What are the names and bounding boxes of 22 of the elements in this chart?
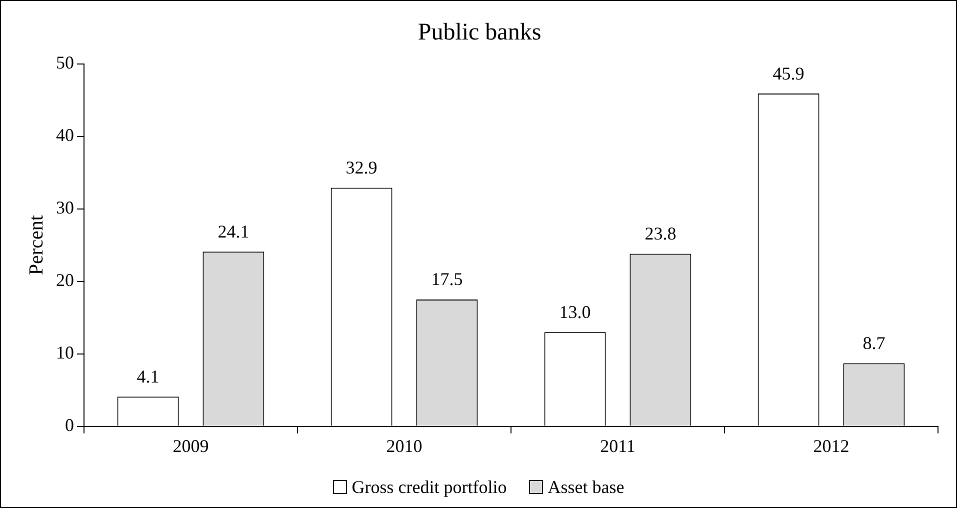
y-tick-label: 50 — [56, 52, 74, 73]
x-tick-label: 2010 — [386, 436, 422, 456]
data-label: 13.0 — [559, 302, 591, 322]
text: Gross credit portfolio — [352, 476, 507, 498]
y-tick-label: 0 — [65, 415, 74, 436]
y-axis-title: Percent — [25, 214, 48, 276]
y-tick-label: 10 — [56, 342, 74, 363]
y-tick-label: 40 — [56, 125, 74, 146]
data-label: 45.9 — [772, 63, 804, 84]
data-label: 23.8 — [644, 224, 676, 244]
data-label: 24.1 — [218, 221, 250, 242]
x-tick-label: 2009 — [172, 436, 209, 456]
legend-label: Asset base — [548, 476, 624, 498]
y-tick-label: 20 — [56, 270, 74, 290]
y-tick-label: 30 — [56, 198, 74, 218]
data-label: 4.1 — [136, 366, 160, 386]
chart-title: Public banks — [418, 20, 542, 46]
data-label: 8.7 — [862, 333, 886, 354]
x-tick-label: 2012 — [813, 436, 850, 456]
data-label: 17.5 — [431, 269, 463, 290]
data-label: 32.9 — [346, 158, 378, 178]
x-tick-label: 2011 — [600, 436, 636, 456]
